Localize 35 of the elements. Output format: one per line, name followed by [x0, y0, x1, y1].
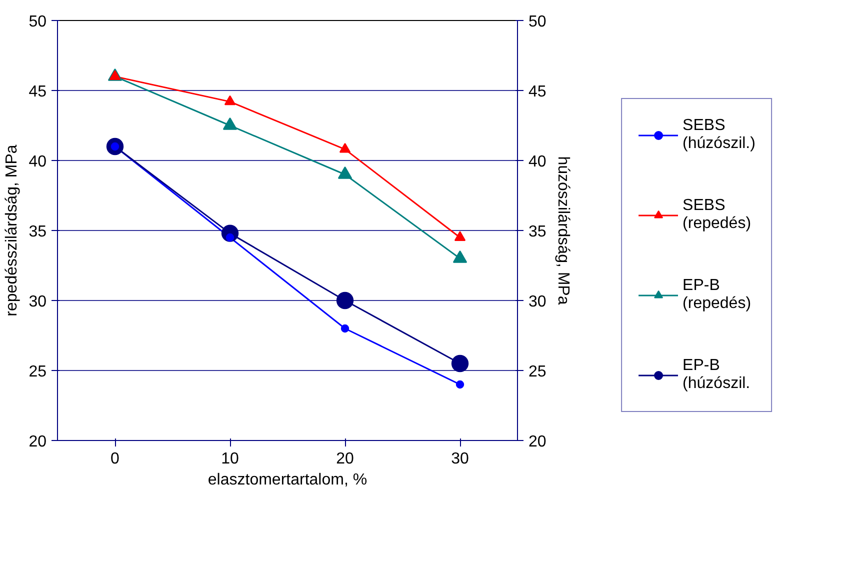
- y2-tick-label: 40: [528, 154, 546, 170]
- y-tick-label: 50: [28, 14, 47, 30]
- y-tick-label: 25: [28, 364, 47, 380]
- y-tick-label: 35: [28, 224, 47, 240]
- y2-tick-label: 45: [528, 84, 546, 100]
- x-tick-label: 30: [451, 450, 469, 468]
- point: [454, 231, 466, 241]
- point: [222, 117, 238, 130]
- point: [336, 292, 354, 310]
- x-axis-title: elasztomertartalom, %: [208, 472, 368, 488]
- y2-tick-label: 20: [528, 434, 546, 450]
- legend-label: SEBS (repedés): [682, 196, 752, 234]
- y2-tick-label: 35: [528, 224, 546, 240]
- point: [338, 166, 352, 179]
- x-tick-label: 0: [110, 450, 120, 468]
- point: [451, 354, 469, 372]
- y-tick-label: 40: [28, 154, 47, 170]
- legend-label: EP-B (repedés): [682, 276, 752, 314]
- point: [339, 142, 351, 153]
- legend-label: EP-B (húzószil.: [682, 356, 750, 394]
- point: [224, 95, 236, 106]
- y2-tick-label: 30: [528, 294, 546, 310]
- y-axis-title: repedésszilárdság, MPa: [4, 144, 21, 316]
- x-tick-label: 20: [336, 450, 354, 468]
- point: [340, 324, 350, 333]
- y-tick-label: 30: [28, 294, 47, 310]
- y2-tick-label: 25: [528, 364, 546, 380]
- y2-tick-label: 50: [528, 14, 546, 30]
- y-tick-label: 20: [28, 434, 47, 450]
- y-tick-label: 45: [28, 84, 47, 100]
- y2-axis-title: húzószilárdság, MPa: [554, 156, 572, 305]
- x-tick-label: 10: [221, 450, 239, 468]
- point: [452, 250, 468, 263]
- point: [456, 380, 464, 389]
- legend-label: SEBS (húzószil.): [682, 116, 756, 154]
